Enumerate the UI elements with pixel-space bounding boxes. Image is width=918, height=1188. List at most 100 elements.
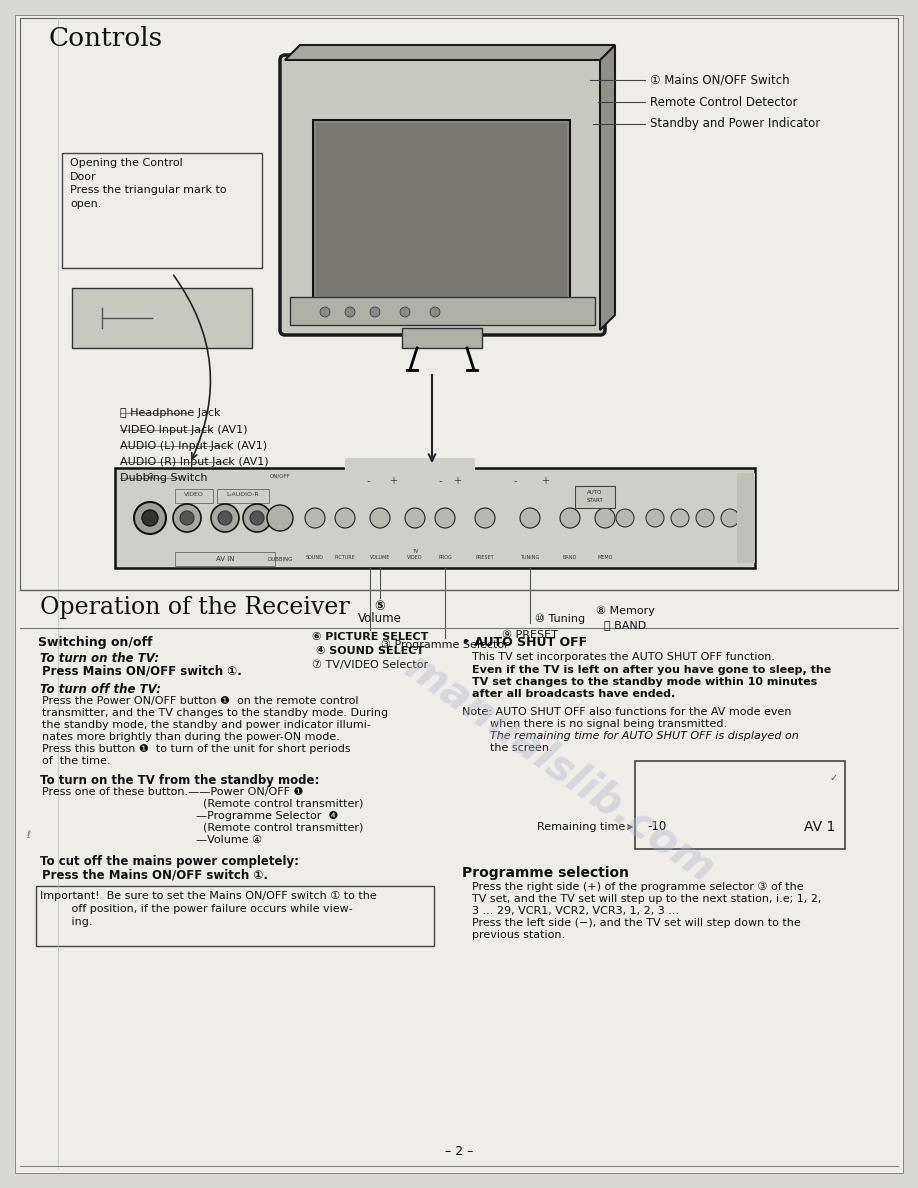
Circle shape: [616, 508, 634, 527]
Text: • AUTO SHUT OFF: • AUTO SHUT OFF: [462, 636, 588, 649]
Text: MEMO: MEMO: [598, 555, 612, 560]
Text: Programme selection: Programme selection: [462, 866, 629, 880]
Text: TV
VIDEO: TV VIDEO: [408, 549, 423, 560]
Text: Press the left side (−), and the TV set will step down to the: Press the left side (−), and the TV set …: [472, 918, 800, 928]
Circle shape: [370, 307, 380, 317]
Text: ON/OFF: ON/OFF: [270, 474, 290, 479]
Text: manualslib.com: manualslib.com: [397, 645, 723, 891]
Circle shape: [320, 307, 330, 317]
Circle shape: [520, 508, 540, 527]
Circle shape: [211, 504, 239, 532]
Bar: [217, 489, 269, 503]
Text: Press Mains ON/OFF switch ①.: Press Mains ON/OFF switch ①.: [42, 665, 241, 678]
Text: AUDIO (L) Input Jack (AV1): AUDIO (L) Input Jack (AV1): [120, 441, 267, 451]
Text: ⑨ PRESET: ⑨ PRESET: [502, 630, 558, 640]
Text: Press the Mains ON/OFF switch ①.: Press the Mains ON/OFF switch ①.: [42, 868, 268, 881]
Bar: [175, 489, 213, 503]
Circle shape: [142, 510, 158, 526]
Text: ⑯ BAND: ⑯ BAND: [604, 620, 646, 630]
Text: nates more brightly than during the power-ON mode.: nates more brightly than during the powe…: [42, 732, 340, 742]
Text: AUTO: AUTO: [588, 489, 602, 495]
Text: when there is no signal being transmitted.: when there is no signal being transmitte…: [462, 719, 727, 729]
Text: ⑤: ⑤: [375, 600, 386, 613]
Text: Volume: Volume: [358, 612, 402, 625]
Text: (Remote control transmitter): (Remote control transmitter): [203, 800, 364, 809]
Text: ⑧ Memory: ⑧ Memory: [596, 606, 655, 617]
Circle shape: [475, 508, 495, 527]
Circle shape: [430, 307, 440, 317]
Text: +: +: [453, 476, 461, 486]
Text: Remaining time: Remaining time: [537, 822, 625, 832]
Circle shape: [335, 508, 355, 527]
Text: previous station.: previous station.: [472, 930, 565, 940]
Circle shape: [646, 508, 664, 527]
Circle shape: [305, 508, 325, 527]
Text: (Remote control transmitter): (Remote control transmitter): [203, 823, 364, 833]
Text: ℓ: ℓ: [26, 830, 30, 840]
Text: TV set changes to the standby mode within 10 minutes: TV set changes to the standby mode withi…: [472, 677, 817, 687]
Text: VIDEO Input Jack (AV1): VIDEO Input Jack (AV1): [120, 425, 248, 435]
Text: To turn off the TV:: To turn off the TV:: [40, 683, 161, 696]
Text: START: START: [587, 498, 603, 503]
Text: To turn on the TV:: To turn on the TV:: [40, 652, 159, 665]
Text: Operation of the Receiver: Operation of the Receiver: [40, 596, 350, 619]
Text: AV 1: AV 1: [803, 820, 835, 834]
Text: AV IN: AV IN: [216, 556, 234, 562]
Text: PICTURE: PICTURE: [335, 555, 355, 560]
Text: DUBBING: DUBBING: [267, 557, 293, 562]
Circle shape: [134, 503, 166, 533]
Bar: [36, 886, 434, 946]
Bar: [20, 18, 898, 590]
Text: Ω: Ω: [147, 473, 152, 479]
Circle shape: [267, 505, 293, 531]
Text: Dubbing Switch: Dubbing Switch: [120, 473, 207, 484]
Text: The remaining time for AUTO SHUT OFF is displayed on: The remaining time for AUTO SHUT OFF is …: [462, 731, 799, 741]
Text: AUDIO (R) Input Jack (AV1): AUDIO (R) Input Jack (AV1): [120, 457, 269, 467]
Text: ⑦ TV/VIDEO Selector: ⑦ TV/VIDEO Selector: [312, 661, 428, 670]
Text: the standby mode, the standby and power indicator illumi-: the standby mode, the standby and power …: [42, 720, 371, 729]
Text: ③ Programme Selector: ③ Programme Selector: [381, 640, 509, 650]
Text: To cut off the mains power completely:: To cut off the mains power completely:: [40, 855, 299, 868]
Text: TUNING: TUNING: [521, 555, 540, 560]
Bar: [175, 552, 275, 565]
Text: ⑥ PICTURE SELECT: ⑥ PICTURE SELECT: [312, 632, 428, 642]
Bar: [313, 120, 570, 301]
Text: ing.: ing.: [40, 917, 93, 927]
Text: —Volume ④: —Volume ④: [196, 835, 263, 845]
Text: Controls: Controls: [48, 26, 162, 51]
Text: Important!  Be sure to set the Mains ON/OFF switch ① to the: Important! Be sure to set the Mains ON/O…: [40, 891, 376, 901]
Text: This TV set incorporates the AUTO SHUT OFF function.: This TV set incorporates the AUTO SHUT O…: [472, 652, 775, 662]
Text: BAND: BAND: [563, 555, 577, 560]
Text: Remote Control Detector: Remote Control Detector: [650, 95, 798, 108]
Text: PROG: PROG: [438, 555, 452, 560]
Text: 3 ... 29, VCR1, VCR2, VCR3, 1, 2, 3 ...: 3 ... 29, VCR1, VCR2, VCR3, 1, 2, 3 ...: [472, 906, 679, 916]
Circle shape: [400, 307, 410, 317]
Text: TV set, and the TV set will step up to the next station, i.e; 1, 2,: TV set, and the TV set will step up to t…: [472, 895, 822, 904]
Text: L-AUDIO-R: L-AUDIO-R: [227, 493, 259, 498]
Text: —Programme Selector  ❹: —Programme Selector ❹: [196, 811, 339, 821]
Text: +: +: [389, 476, 397, 486]
Bar: [402, 328, 482, 348]
Text: Standby and Power Indicator: Standby and Power Indicator: [650, 118, 821, 131]
Circle shape: [370, 508, 390, 527]
Text: Switching on/off: Switching on/off: [38, 636, 152, 649]
Text: Opening the Control
Door
Press the triangular mark to
open.: Opening the Control Door Press the trian…: [70, 158, 227, 209]
Circle shape: [405, 508, 425, 527]
Circle shape: [180, 511, 194, 525]
Text: -10: -10: [647, 821, 666, 834]
Bar: [62, 153, 262, 268]
Text: the screen.: the screen.: [462, 742, 553, 753]
Bar: [345, 459, 475, 470]
Circle shape: [435, 508, 455, 527]
Text: VIDEO: VIDEO: [185, 493, 204, 498]
Polygon shape: [600, 45, 615, 330]
Circle shape: [345, 307, 355, 317]
Text: Press the right side (+) of the programme selector ③ of the: Press the right side (+) of the programm…: [472, 881, 803, 892]
Circle shape: [671, 508, 689, 527]
FancyBboxPatch shape: [280, 55, 605, 335]
Text: Even if the TV is left on after you have gone to sleep, the: Even if the TV is left on after you have…: [472, 665, 832, 675]
Text: of  the time.: of the time.: [42, 756, 110, 766]
Text: ✓: ✓: [830, 773, 838, 783]
Text: Press this button ❶  to turn of the unit for short periods: Press this button ❶ to turn of the unit …: [42, 744, 351, 754]
Text: after all broadcasts have ended.: after all broadcasts have ended.: [472, 689, 676, 699]
